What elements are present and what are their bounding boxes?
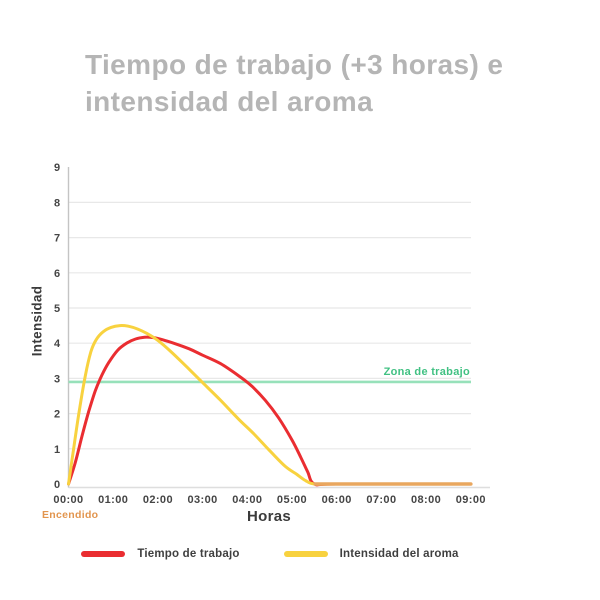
y-tick-label: 7 [54, 233, 61, 245]
x-tick-label: 08:00 [411, 494, 441, 506]
y-tick-label: 5 [54, 303, 61, 315]
tick-labels: 0 1 2 3 4 5 6 7 8 9 00:00 01:00 02:00 03:00 04:00 05:00… [53, 162, 485, 506]
x-tick-label: 00:00 [53, 494, 83, 506]
legend: Tiempo de trabajo Intensidad del aroma [0, 548, 540, 560]
legend-item-tiempo-de-trabajo: Tiempo de trabajo [81, 548, 239, 560]
y-tick-label: 0 [54, 479, 61, 491]
x-tick-label: 06:00 [322, 494, 352, 506]
axes [67, 167, 490, 489]
chart-title: Tiempo de trabajo (+3 horas) e intensida… [85, 49, 504, 117]
x-axis-title: Horas [246, 508, 292, 525]
x-tick-label: 07:00 [366, 494, 396, 506]
legend-swatch [81, 551, 126, 557]
x-tick-label: 03:00 [188, 494, 218, 506]
series-line-intensidad-del-aroma [67, 324, 473, 486]
x-tick-label: 05:00 [277, 494, 307, 506]
series-line-tiempo-de-trabajo [67, 335, 473, 487]
encendido-annotation: Encendido [42, 509, 99, 521]
zona-annotation: Zona de trabajo [68, 366, 471, 384]
y-tick-label: 1 [54, 444, 61, 456]
y-tick-label: 8 [54, 197, 61, 209]
y-tick-label: 4 [54, 338, 61, 350]
x-tick-label: 02:00 [143, 494, 173, 506]
y-tick-label: 3 [54, 373, 61, 385]
x-tick-label: 04:00 [232, 494, 262, 506]
x-tick-label: 01:00 [98, 494, 128, 506]
legend-swatch [283, 551, 328, 557]
y-tick-label: 2 [54, 409, 61, 421]
y-tick-label: 9 [54, 162, 61, 174]
legend-label: Intensidad del aroma [339, 548, 459, 560]
series-lines [67, 324, 473, 487]
zona-de-trabajo-label: Zona de trabajo [384, 366, 470, 378]
legend-label: Tiempo de trabajo [137, 548, 240, 560]
legend-item-intensidad-del-aroma: Intensidad del aroma [283, 548, 459, 560]
y-tick-label: 6 [54, 268, 61, 280]
x-tick-label: 09:00 [456, 494, 486, 506]
